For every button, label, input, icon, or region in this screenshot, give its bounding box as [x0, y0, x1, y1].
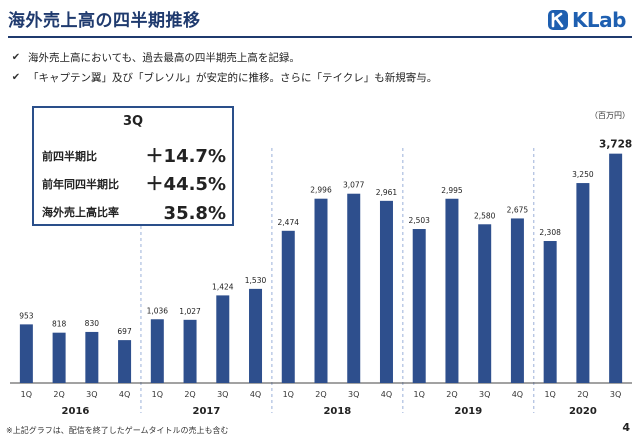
footnote: ※上記グラフは、配信を終了したゲームタイトルの売上も含む: [6, 426, 229, 435]
kpi-row-qoq: 前四半期比 ＋14.7%: [42, 142, 226, 168]
bar: [314, 198, 328, 383]
data-label: 2,675: [507, 205, 529, 214]
bar: [576, 183, 590, 383]
bar: [379, 200, 393, 383]
bar: [445, 198, 459, 383]
data-label: 2,995: [441, 186, 463, 195]
year-label: 2017: [192, 406, 220, 417]
data-label: 3,250: [572, 170, 594, 179]
year-label: 2018: [323, 406, 351, 417]
data-label: 2,580: [474, 211, 496, 220]
tick-label: 4Q: [250, 390, 261, 399]
tick-label: 3Q: [610, 390, 621, 399]
kpi-row-yoy: 前年同四半期比 ＋44.5%: [42, 170, 226, 196]
tick-label: 1Q: [544, 390, 555, 399]
tick-label: 1Q: [21, 390, 32, 399]
bar: [510, 218, 524, 383]
tick-label: 1Q: [283, 390, 294, 399]
unit-label: （百万円）: [590, 111, 630, 120]
kpi-value: ＋14.7%: [145, 146, 226, 167]
page-title: 海外売上高の四半期推移: [8, 11, 201, 31]
bar: [85, 331, 99, 383]
kpi-label: 海外売上高比率: [42, 206, 119, 219]
kpi-label: 前年同四半期比: [42, 178, 119, 191]
klab-logo: KLab: [547, 8, 627, 32]
tick-label: 2Q: [315, 390, 326, 399]
tick-label: 4Q: [381, 390, 392, 399]
data-label: 1,027: [179, 307, 201, 316]
logo-text: KLab: [571, 8, 627, 32]
bar: [478, 224, 492, 383]
summary-bullets: ✔ 海外売上高においても、過去最高の四半期売上高を記録。 ✔ 「キャプテン翼」及…: [10, 48, 438, 88]
data-label: 818: [52, 320, 67, 329]
bar: [543, 241, 557, 383]
data-label: 2,474: [278, 218, 300, 227]
data-label: 697: [117, 327, 132, 336]
data-label: 1,036: [147, 306, 169, 315]
bullet-item: ✔ 「キャプテン翼」及び「ブレソル」が安定的に推移。さらに「テイクレ」も新規寄与…: [10, 68, 438, 88]
bar: [347, 193, 361, 383]
tick-label: 1Q: [152, 390, 163, 399]
tick-label: 3Q: [479, 390, 490, 399]
tick-label: 3Q: [348, 390, 359, 399]
bullet-item: ✔ 海外売上高においても、過去最高の四半期売上高を記録。: [10, 48, 437, 68]
data-label: 2,503: [408, 216, 430, 225]
data-label: 953: [19, 311, 34, 320]
kpi-value: 35.8%: [163, 203, 226, 224]
check-icon: ✔: [11, 52, 21, 63]
page-number: 4: [622, 421, 630, 434]
bullet-text: 海外売上高においても、過去最高の四半期売上高を記録。: [28, 52, 300, 64]
title-divider: [8, 36, 632, 38]
bar: [609, 153, 623, 383]
tick-label: 4Q: [512, 390, 523, 399]
bar: [19, 324, 33, 383]
tick-label: 2Q: [577, 390, 588, 399]
data-label: 2,961: [376, 188, 398, 197]
bar: [52, 332, 66, 383]
bar: [118, 340, 132, 383]
bar: [183, 319, 197, 383]
bar: [281, 230, 295, 383]
tick-label: 3Q: [86, 390, 97, 399]
kpi-label: 前四半期比: [42, 150, 97, 163]
data-label: 1,424: [212, 282, 234, 291]
bar: [412, 229, 426, 383]
bullet-text: 「キャプテン翼」及び「ブレソル」が安定的に推移。さらに「テイクレ」も新規寄与。: [28, 72, 438, 84]
tick-label: 1Q: [414, 390, 425, 399]
data-label: 3,077: [343, 181, 365, 190]
data-label: 3,728: [599, 139, 632, 151]
tick-label: 3Q: [217, 390, 228, 399]
year-label: 2020: [569, 406, 597, 417]
bar: [216, 295, 230, 383]
tick-label: 2Q: [446, 390, 457, 399]
kpi-heading: 3Q: [122, 114, 144, 129]
check-icon: ✔: [11, 72, 21, 83]
data-label: 830: [85, 319, 100, 328]
bar: [249, 288, 263, 383]
kpi-value: ＋44.5%: [145, 174, 226, 195]
data-label: 2,996: [310, 186, 332, 195]
data-label: 2,308: [539, 228, 561, 237]
kpi-row-ratio: 海外売上高比率 35.8%: [42, 198, 226, 224]
tick-label: 2Q: [53, 390, 64, 399]
year-label: 2019: [454, 406, 482, 417]
bar: [150, 319, 164, 383]
klab-logo-icon: [547, 10, 568, 30]
tick-label: 4Q: [119, 390, 130, 399]
tick-label: 2Q: [184, 390, 195, 399]
data-label: 1,530: [245, 276, 267, 285]
kpi-summary-box: 3Q 前四半期比 ＋14.7% 前年同四半期比 ＋44.5% 海外売上高比率 3…: [32, 106, 234, 226]
year-label: 2016: [62, 406, 90, 417]
